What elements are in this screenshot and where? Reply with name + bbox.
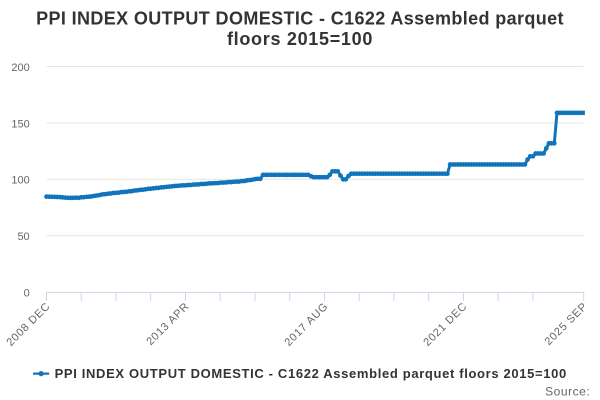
svg-text:0: 0 [24, 287, 30, 299]
svg-text:100: 100 [11, 175, 29, 187]
svg-text:200: 200 [11, 62, 29, 74]
svg-text:PPI INDEX OUTPUT DOMESTIC - C1: PPI INDEX OUTPUT DOMESTIC - C1622 Assemb… [55, 366, 567, 381]
svg-text:150: 150 [11, 118, 29, 130]
svg-text:PPI INDEX OUTPUT DOMESTIC - C1: PPI INDEX OUTPUT DOMESTIC - C1622 Assemb… [36, 8, 564, 28]
svg-text:floors 2015=100: floors 2015=100 [227, 29, 373, 49]
svg-text:Source:: Source: [545, 384, 590, 398]
svg-text:50: 50 [17, 231, 29, 243]
